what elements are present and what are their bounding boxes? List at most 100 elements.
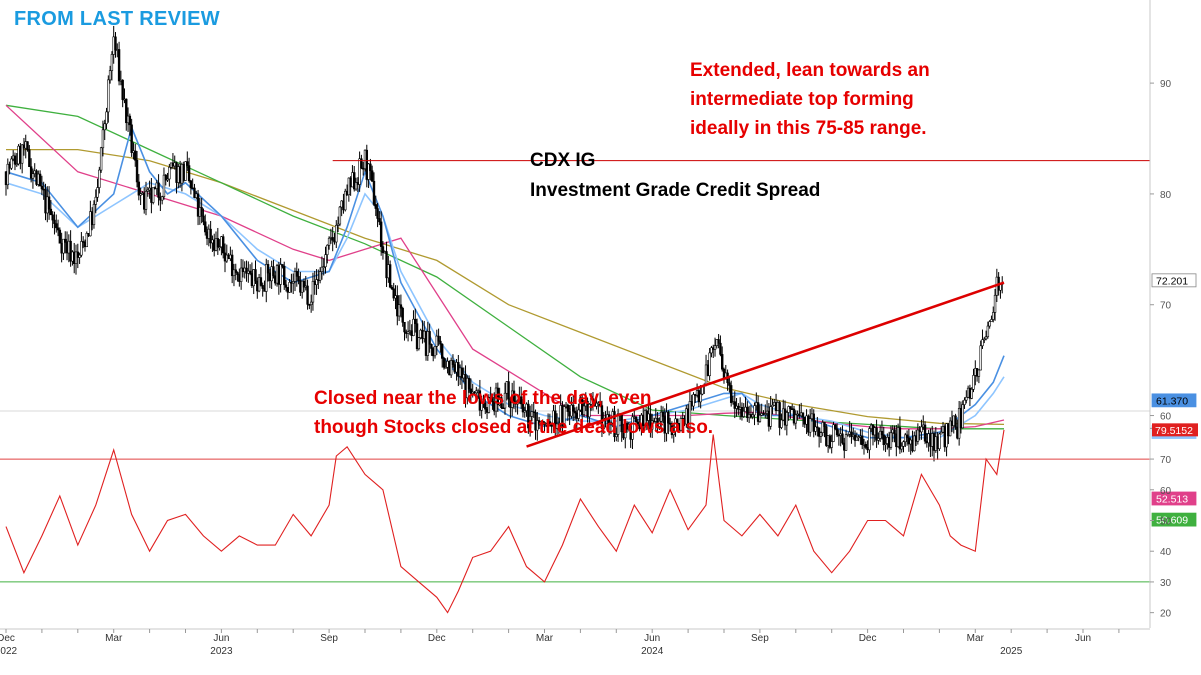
rsi-tick-label: 40 <box>1160 547 1172 558</box>
candle-body <box>433 346 437 357</box>
candle-body <box>539 421 543 425</box>
candle-body <box>692 394 695 407</box>
ma_green-line <box>5 104 1004 430</box>
candle-body <box>230 254 234 277</box>
candle-body <box>589 398 593 405</box>
candle-body <box>51 214 54 221</box>
candle-body <box>92 204 96 226</box>
candle-body <box>266 264 270 274</box>
candle-body <box>367 163 370 180</box>
candle-body <box>146 189 150 192</box>
rsi-value-tag <box>1152 423 1198 437</box>
candle-body <box>661 411 665 417</box>
candle-body <box>137 181 141 196</box>
chart-title-line-1: CDX IG <box>530 150 596 171</box>
candle-body <box>566 404 570 412</box>
candle-body <box>984 336 988 340</box>
candle-body <box>516 400 519 405</box>
candle-body <box>954 415 957 428</box>
candle-body <box>588 404 591 418</box>
candle-body <box>751 414 754 418</box>
x-year-label: 2023 <box>210 646 233 657</box>
candle-body <box>401 307 404 323</box>
price-tick-label: 60 <box>1160 412 1172 423</box>
x-tick-label: Dec <box>0 633 15 644</box>
price-value-tag <box>1151 393 1197 408</box>
candle-body <box>415 323 419 350</box>
candle-body <box>245 267 248 274</box>
candle-body <box>830 441 833 448</box>
candle-body <box>354 182 358 190</box>
candle-body <box>591 398 595 401</box>
x-tick-label: Mar <box>536 633 554 644</box>
candle-body <box>56 227 60 231</box>
candle-body <box>381 246 385 254</box>
candle-body <box>719 342 722 355</box>
candle-body <box>674 418 677 432</box>
rsi-tick-label: 60 <box>1160 486 1172 497</box>
candle-body <box>905 434 909 439</box>
candle-body <box>437 335 440 342</box>
candle-body <box>841 433 844 444</box>
candle-body <box>484 402 487 410</box>
annotation-top-line: ideally in this 75-85 range. <box>690 118 927 139</box>
candle-body <box>239 267 243 282</box>
candle-body <box>254 269 257 282</box>
candle-body <box>961 404 964 429</box>
candle-body <box>756 402 760 422</box>
candle-body <box>670 423 674 436</box>
candle-body <box>297 276 300 282</box>
candle-body <box>713 345 717 350</box>
candle-body <box>983 338 986 341</box>
candle-body <box>291 281 295 284</box>
candle-body <box>780 419 783 428</box>
candle-body <box>530 411 534 417</box>
candle-body <box>742 410 745 417</box>
x-tick-label: Mar <box>105 633 123 644</box>
candle-body <box>302 280 306 288</box>
candle-body <box>184 161 187 181</box>
candle-body <box>144 191 148 210</box>
candle-body <box>442 358 446 368</box>
candle-body <box>94 196 97 205</box>
candle-body <box>733 401 736 409</box>
trend-line <box>526 281 1005 448</box>
candle-body <box>204 221 207 233</box>
candle-body <box>335 224 338 243</box>
candle-body <box>55 223 58 229</box>
candle-body <box>532 411 535 414</box>
candle-body <box>449 360 453 376</box>
candle-body <box>676 418 679 424</box>
candle-body <box>875 427 878 441</box>
price-value-label: 61.370 <box>1156 395 1188 407</box>
candle-body <box>970 389 973 399</box>
candle-body <box>130 124 133 153</box>
candle-body <box>315 279 318 285</box>
candle-body <box>769 406 772 427</box>
candle-body <box>110 54 114 71</box>
x-tick-label: Sep <box>320 633 338 644</box>
candle-body <box>904 434 907 443</box>
candle-body <box>785 412 789 426</box>
candle-body <box>864 444 868 448</box>
candle-body <box>440 343 444 359</box>
candle-body <box>324 254 327 268</box>
candle-body <box>40 185 44 190</box>
candle-body <box>157 182 160 198</box>
candle-body <box>414 318 417 325</box>
candle-body <box>679 418 683 431</box>
candle-body <box>76 251 80 258</box>
x-axis: Dec 2022 Mar Jun 2023 Sep Dec Mar Jun 2024 Sep Dec M… <box>0 628 1150 657</box>
candle-body <box>855 436 859 441</box>
candle-body <box>374 204 377 209</box>
candle-body <box>202 215 205 223</box>
candle-body <box>81 241 85 243</box>
candle-body <box>10 158 13 169</box>
price-tick-label: 70 <box>1160 301 1172 312</box>
candle-body <box>710 347 713 354</box>
candle-body <box>615 434 618 438</box>
candle-body <box>69 240 72 262</box>
candle-body <box>721 354 724 370</box>
candle-body <box>28 149 31 167</box>
candle-body <box>823 422 826 427</box>
